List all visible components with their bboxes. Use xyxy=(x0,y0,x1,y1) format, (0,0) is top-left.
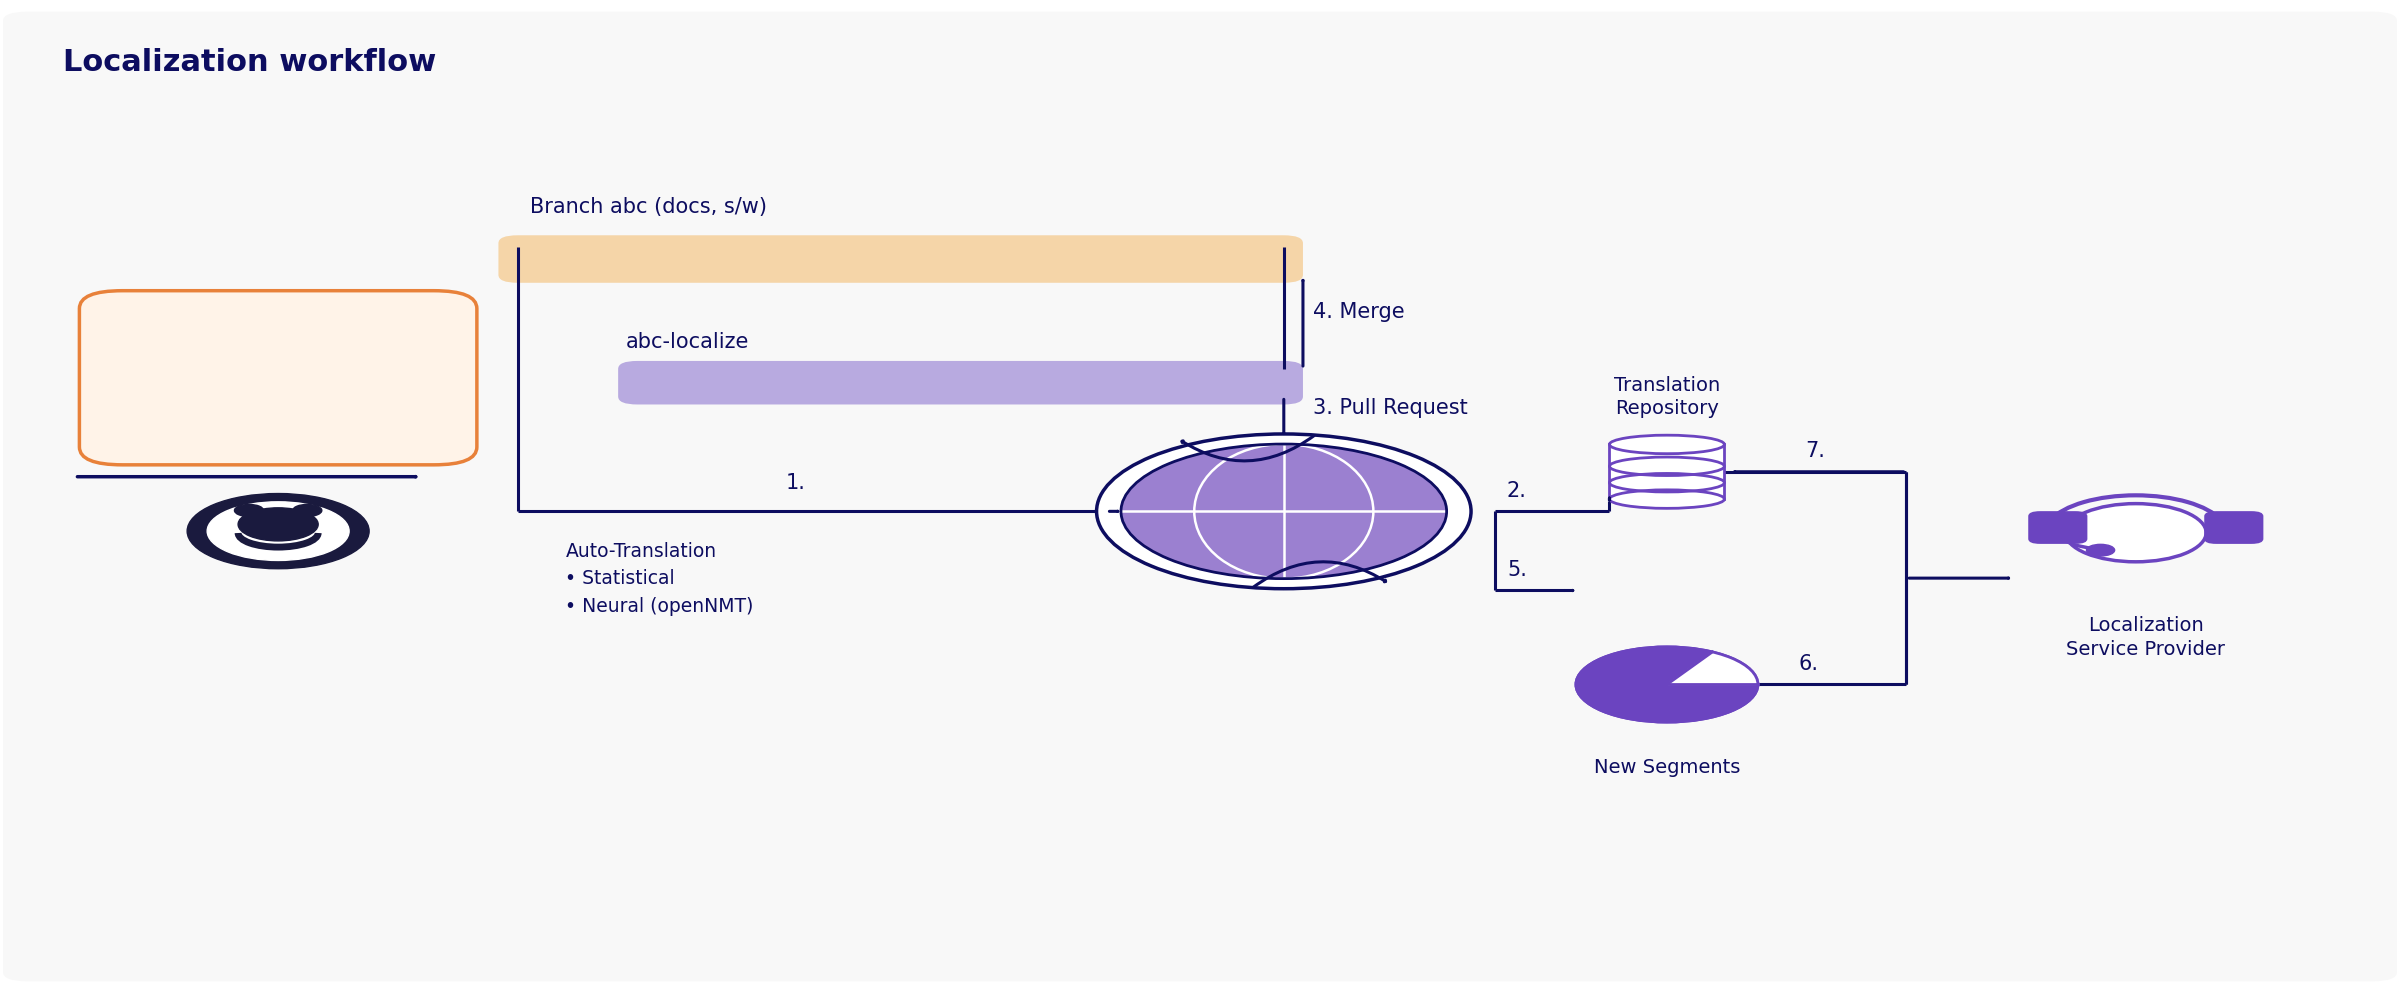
Circle shape xyxy=(235,505,264,517)
Text: 4. Merge: 4. Merge xyxy=(1313,301,1404,322)
Text: 1.: 1. xyxy=(785,472,806,492)
Text: abc-localize: abc-localize xyxy=(626,332,749,352)
Text: Branch abc (docs, s/w): Branch abc (docs, s/w) xyxy=(530,197,766,217)
FancyBboxPatch shape xyxy=(619,362,1303,406)
Text: Localization
Service Provider: Localization Service Provider xyxy=(2066,615,2225,658)
FancyBboxPatch shape xyxy=(2203,512,2263,545)
FancyBboxPatch shape xyxy=(499,236,1303,283)
Circle shape xyxy=(206,502,348,561)
Wedge shape xyxy=(1668,652,1757,685)
FancyBboxPatch shape xyxy=(2,13,2398,981)
Text: Auto-Translation
• Statistical
• Neural (openNMT): Auto-Translation • Statistical • Neural … xyxy=(566,542,754,615)
Text: 3. Pull Request: 3. Pull Request xyxy=(1313,398,1466,418)
Ellipse shape xyxy=(1610,490,1723,509)
Circle shape xyxy=(238,508,319,542)
FancyBboxPatch shape xyxy=(2028,512,2088,545)
FancyBboxPatch shape xyxy=(79,291,478,465)
Text: 6.: 6. xyxy=(1798,653,1819,673)
Circle shape xyxy=(2066,504,2206,563)
Circle shape xyxy=(1121,444,1447,580)
Text: New Segments: New Segments xyxy=(1594,757,1740,776)
Wedge shape xyxy=(1577,647,1757,723)
Text: 5.: 5. xyxy=(1507,560,1526,580)
Ellipse shape xyxy=(1610,435,1723,454)
Circle shape xyxy=(1577,647,1757,723)
Text: Translation
Repository: Translation Repository xyxy=(1613,375,1721,417)
Text: 2.: 2. xyxy=(1507,480,1526,500)
Circle shape xyxy=(293,505,322,517)
Circle shape xyxy=(187,494,370,570)
FancyBboxPatch shape xyxy=(1610,445,1723,500)
Circle shape xyxy=(2086,545,2114,557)
Text: Localization workflow: Localization workflow xyxy=(62,48,437,77)
Text: 7.: 7. xyxy=(1805,440,1826,460)
Text: Source: Source xyxy=(223,365,331,393)
Circle shape xyxy=(1097,434,1471,589)
